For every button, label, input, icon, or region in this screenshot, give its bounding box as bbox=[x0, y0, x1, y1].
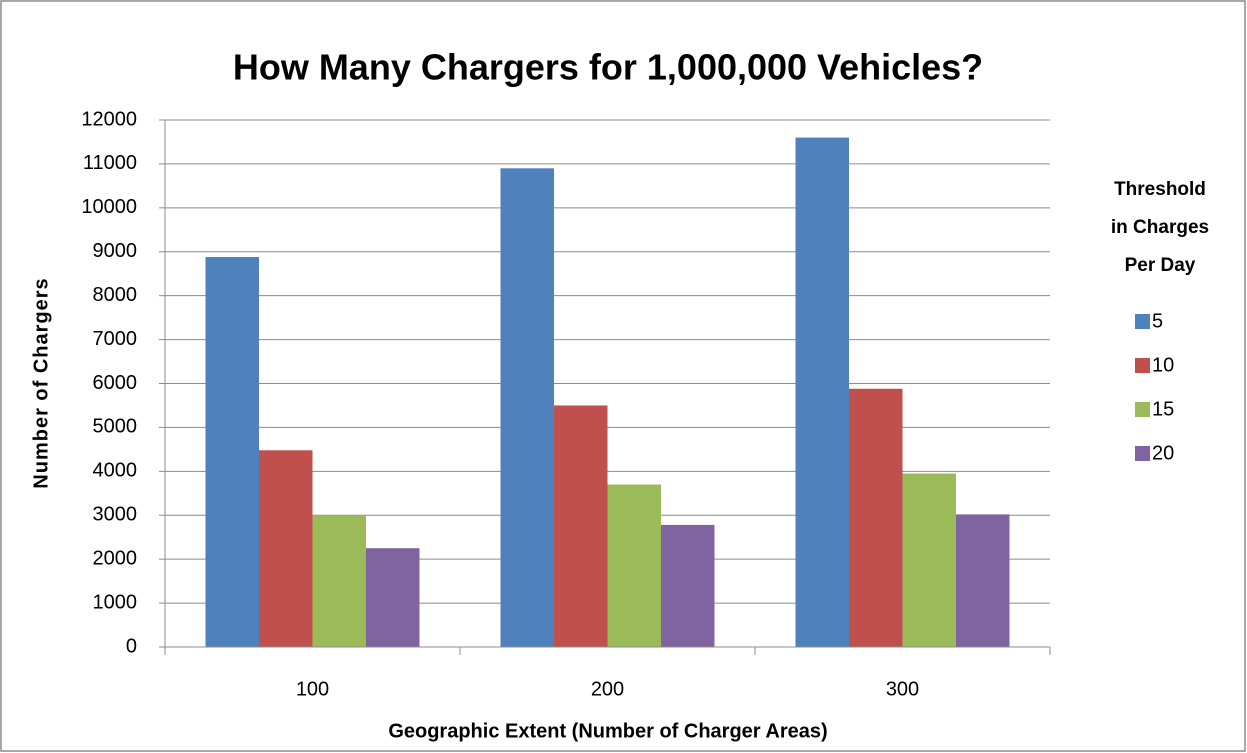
y-tick-label: 12000 bbox=[81, 108, 137, 130]
y-tick-label: 0 bbox=[126, 635, 137, 657]
legend-label: 5 bbox=[1152, 310, 1163, 332]
legend-title: in Charges bbox=[1111, 217, 1209, 238]
y-tick-label: 7000 bbox=[93, 328, 138, 350]
chart-title: How Many Chargers for 1,000,000 Vehicles… bbox=[233, 47, 983, 88]
legend-title: Threshold bbox=[1114, 179, 1206, 200]
bar bbox=[902, 473, 956, 647]
bar bbox=[259, 450, 313, 647]
y-axis-title: Number of Chargers bbox=[30, 277, 52, 488]
y-tick-label: 4000 bbox=[93, 460, 138, 482]
legend-swatch bbox=[1135, 446, 1150, 461]
bar bbox=[795, 137, 849, 648]
legend-swatch bbox=[1135, 358, 1150, 373]
y-tick-label: 3000 bbox=[93, 504, 138, 526]
y-tick-label: 5000 bbox=[93, 416, 138, 438]
y-tick-label: 6000 bbox=[93, 372, 138, 394]
y-tick-label: 1000 bbox=[93, 591, 138, 613]
bar bbox=[500, 168, 554, 647]
legend-label: 15 bbox=[1152, 398, 1174, 420]
legend-label: 10 bbox=[1152, 354, 1174, 376]
bar bbox=[607, 484, 661, 647]
y-tick-label: 2000 bbox=[93, 547, 138, 569]
x-tick-label: 200 bbox=[591, 678, 624, 700]
bar bbox=[661, 524, 715, 647]
bar bbox=[366, 548, 420, 647]
x-axis-title: Geographic Extent (Number of Charger Are… bbox=[388, 720, 827, 742]
legend-label: 20 bbox=[1152, 442, 1174, 464]
bar bbox=[956, 514, 1010, 647]
legend-title: Per Day bbox=[1125, 255, 1196, 276]
y-tick-label: 9000 bbox=[93, 240, 138, 262]
x-tick-label: 100 bbox=[296, 678, 329, 700]
y-tick-label: 11000 bbox=[83, 152, 137, 174]
legend-swatch bbox=[1135, 402, 1150, 417]
y-tick-label: 8000 bbox=[93, 284, 138, 306]
bar bbox=[554, 405, 608, 647]
legend-swatch bbox=[1135, 314, 1150, 329]
bar bbox=[849, 388, 903, 647]
y-tick-label: 10000 bbox=[81, 196, 137, 218]
x-tick-label: 300 bbox=[886, 678, 919, 700]
bar bbox=[205, 257, 259, 647]
bar bbox=[312, 515, 366, 647]
